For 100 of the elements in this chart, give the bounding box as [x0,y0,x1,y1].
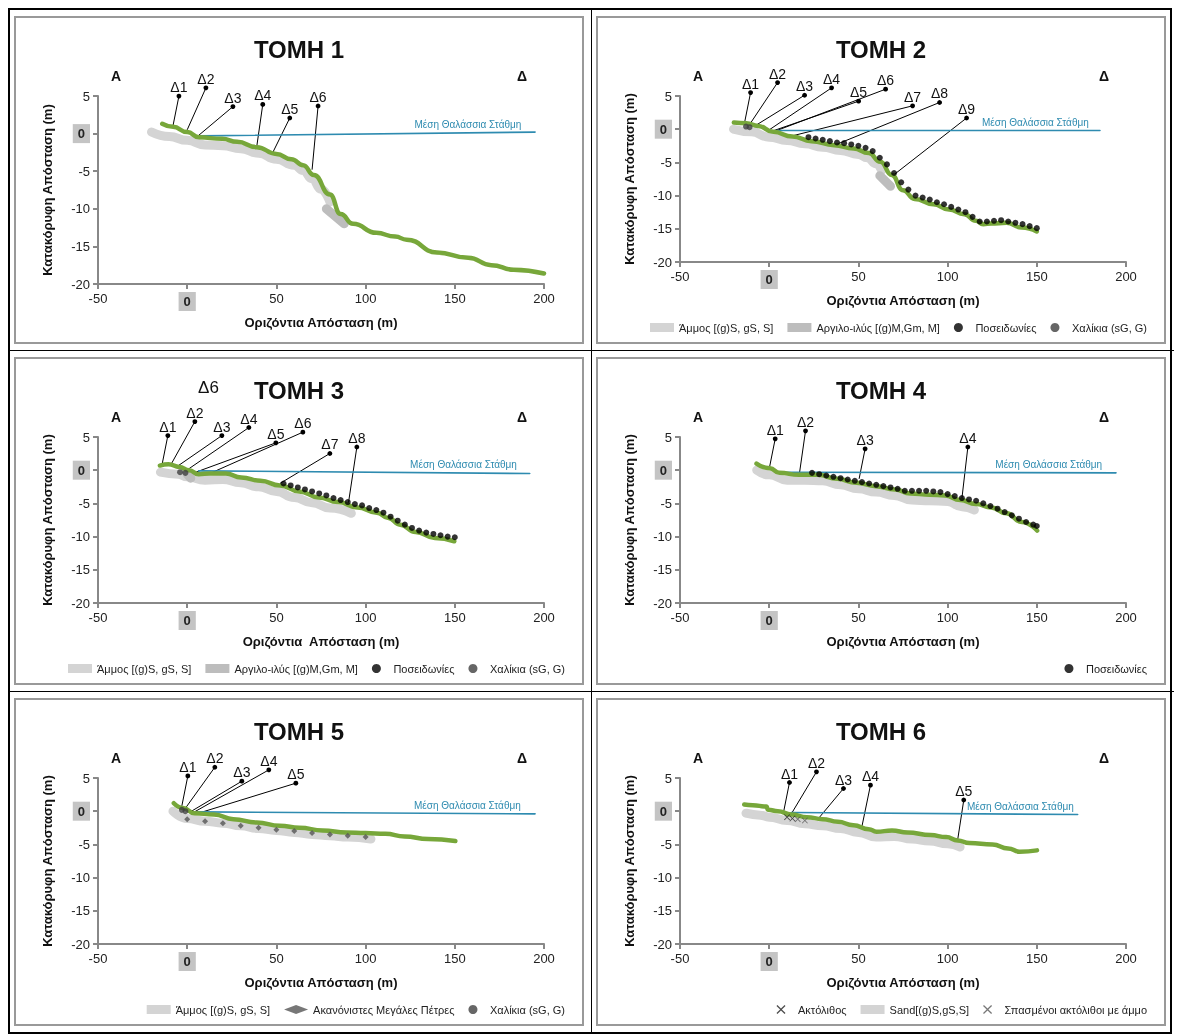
y-tick-label: 5 [82,429,90,445]
annotation: Δ1 [179,758,197,775]
annotation: Δ1 [170,79,188,96]
annotation: Δ4 [254,87,272,104]
annotation: Δ4 [260,752,278,769]
annotation: Δ6 [294,415,312,432]
text: Α [110,68,122,84]
y-axis-title: Κατακόρυφη Απόσταση (m) [622,93,637,265]
x-tick-label: 100 [936,951,959,966]
annotation: Δ1 [766,421,784,438]
legend-label: Άμμος [(g)S, gS, S] [97,662,192,675]
series-label: Μέση Θαλάσσια Στάθμη [414,119,522,131]
annotation: Δ5 [281,101,299,117]
legend-label: Ακτόλιθος [797,1003,847,1016]
annotation: Δ6 [877,72,895,89]
annotation: Δ3 [856,431,874,448]
y-tick-label: -10 [71,870,90,886]
y-tick-label: -5 [78,495,90,511]
legend-label: Αργιλο-ιλύς [(g)M,Gm, M] [816,321,940,334]
text: Α [692,409,704,425]
x-tick-label: 50 [269,291,284,306]
annotation: Δ8 [348,430,366,446]
y-tick-label: 5 [664,770,672,786]
annotation: Δ2 [186,404,204,421]
chart-title: ΤΟΜΗ 4 [835,376,927,404]
y-tick-label: 0 [77,126,85,142]
legend-label: Χαλίκια (sG, G) [489,1003,566,1016]
annotation: Δ9 [958,101,976,117]
x-tick-label: 100 [354,951,377,966]
legend-label: Σπασμένοι ακτόλιθοι με άμμο [1004,1003,1148,1016]
annotation: Δ4 [959,430,977,446]
legend-label: Χαλίκια (sG, G) [489,662,566,675]
y-tick-label: -15 [71,903,90,919]
x-tick-label: 0 [183,294,191,309]
y-axis-title: Κατακόρυφη Απόσταση (m) [40,775,55,947]
y-tick-label: -20 [653,254,672,270]
x-tick-label: 200 [533,291,555,306]
text: Δ [516,68,528,84]
x-tick-label: 0 [183,613,191,628]
annotation: Δ1 [780,765,799,782]
y-tick-label: -20 [653,936,672,952]
y-tick-label: -10 [653,529,672,545]
chart-title: ΤΟΜΗ 5 [253,717,345,745]
legend-label: Sand[(g)S,gS,S] [889,1003,970,1016]
y-tick-label: -5 [78,836,90,852]
series-label: Μέση Θαλάσσια Στάθμη [413,799,521,811]
series-label: Μέση Θαλάσσια Στάθμη [966,800,1074,812]
y-tick-label: -5 [78,163,90,179]
y-axis-title: Κατακόρυφη Απόσταση (m) [622,775,637,947]
x-tick-label: -50 [88,291,108,306]
text: Α [110,750,122,766]
annotation: Δ2 [197,70,215,87]
y-tick-label: -20 [71,276,90,292]
annotation: Δ5 [850,84,868,101]
y-axis-title: Κατακόρυφη Απόσταση (m) [40,104,55,276]
y-tick-label: 0 [659,803,667,819]
y-axis-title: Κατακόρυφη Απόσταση (m) [622,434,637,606]
x-tick-label: 150 [1025,951,1048,966]
y-tick-label: 0 [77,803,85,819]
x-tick-label: 0 [765,272,773,287]
x-tick-label: 50 [269,951,284,966]
y-tick-label: 5 [664,429,672,445]
y-tick-label: -20 [653,595,672,611]
text: Δ [1098,409,1110,425]
x-axis-title: Οριζόντια Απόσταση (m) [242,633,400,649]
annotation: Δ3 [796,78,814,95]
annotation: Δ7 [321,436,339,453]
y-tick-label: 0 [659,121,667,137]
x-tick-label: 0 [765,613,773,628]
chart-title: ΤΟΜΗ 1 [253,35,345,63]
x-tick-label: 50 [269,610,284,625]
x-tick-label: 150 [1025,269,1048,284]
x-tick-label: 0 [765,954,773,969]
annotation: Δ3 [213,418,231,435]
y-tick-label: 5 [82,88,90,104]
legend-label: Άμμος [(g)S, gS, S] [175,1003,271,1016]
legend-label: Αργιλο-ιλύς [(g)M,Gm, M] [234,662,358,675]
legend-label: Άμμος [(g)S, gS, S] [679,321,774,334]
x-tick-label: 200 [533,610,555,625]
x-tick-label: 200 [1115,951,1137,966]
x-tick-label: 100 [354,610,377,625]
annotation: Δ5 [267,425,285,442]
y-tick-label: 0 [659,462,667,478]
y-tick-label: -5 [660,836,672,852]
x-axis-title: Οριζόντια Απόσταση (m) [826,292,980,308]
x-tick-label: -50 [670,610,690,625]
chart-title: ΤΟΜΗ 6 [835,717,927,745]
series-label: Μέση Θαλάσσια Στάθμη [410,459,517,471]
legend-label: Ποσειδωνίες [393,662,455,675]
x-tick-label: 100 [936,269,959,284]
annotation: Δ4 [861,768,880,785]
annotation: Δ4 [240,410,258,427]
y-tick-label: -10 [653,870,672,886]
y-tick-label: -15 [653,562,672,578]
annotation: Δ2 [807,754,826,771]
x-axis-title: Οριζόντια Απόσταση (m) [826,633,980,649]
legend-label: Ποσειδωνίες [975,321,1037,334]
x-tick-label: 200 [533,951,555,966]
x-tick-label: -50 [670,269,690,284]
text: Δ [516,409,528,425]
